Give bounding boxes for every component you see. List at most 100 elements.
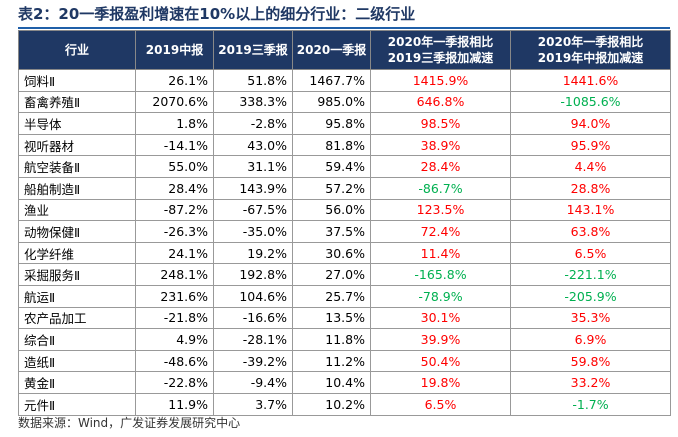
value-cell: 26.1% xyxy=(135,69,214,92)
table-row: 元件Ⅱ 11.9% 3.7% 10.2% 6.5% -1.7% xyxy=(18,392,671,416)
value-cell: -16.6% xyxy=(213,306,293,330)
value-cell: 985.0% xyxy=(292,90,371,114)
value-cell: 143.1% xyxy=(510,198,671,222)
value-cell: -21.8% xyxy=(135,306,214,330)
value-cell: -22.8% xyxy=(135,371,214,394)
industry-cell: 航空装备Ⅱ xyxy=(18,155,136,178)
value-cell: -39.2% xyxy=(213,349,293,373)
value-cell: -1085.6% xyxy=(510,90,671,114)
value-cell: 95.8% xyxy=(292,112,371,135)
column-header: 2020年一季报相比 2019年中报加减速 xyxy=(510,30,671,70)
value-cell: 3.7% xyxy=(213,392,293,416)
industry-cell: 动物保健Ⅱ xyxy=(18,220,136,243)
value-cell: 123.5% xyxy=(370,198,511,222)
value-cell: 143.9% xyxy=(213,176,293,200)
source: 数据来源：Wind，广发证券发展研究中心 xyxy=(18,416,241,430)
value-cell: 6.5% xyxy=(510,241,671,265)
value-cell: 11.4% xyxy=(370,241,511,265)
value-cell: 31.1% xyxy=(213,155,293,178)
value-cell: 39.9% xyxy=(370,328,511,351)
value-cell: 35.3% xyxy=(510,306,671,330)
value-cell: 231.6% xyxy=(135,284,214,308)
industry-cell: 航运Ⅱ xyxy=(18,284,136,308)
value-cell: 4.9% xyxy=(135,328,214,351)
table-row: 船舶制造Ⅱ 28.4% 143.9% 57.2% -86.7% 28.8% xyxy=(18,176,671,200)
value-cell: -14.1% xyxy=(135,133,214,157)
value-cell: 1415.9% xyxy=(370,69,511,92)
value-cell: -67.5% xyxy=(213,198,293,222)
value-cell: -48.6% xyxy=(135,349,214,373)
value-cell: 28.8% xyxy=(510,176,671,200)
value-cell: 51.8% xyxy=(213,69,293,92)
value-cell: 248.1% xyxy=(135,263,214,286)
value-cell: 13.5% xyxy=(292,306,371,330)
table-row: 航运Ⅱ 231.6% 104.6% 25.7% -78.9% -205.9% xyxy=(18,284,671,308)
value-cell: 19.8% xyxy=(370,371,511,394)
industry-cell: 元件Ⅱ xyxy=(18,392,136,416)
table-row: 畜禽养殖Ⅱ 2070.6% 338.3% 985.0% 646.8% -1085.6% xyxy=(18,90,671,114)
value-cell: 1467.7% xyxy=(292,69,371,92)
industry-cell: 农产品加工 xyxy=(18,306,136,330)
value-cell: 2070.6% xyxy=(135,90,214,114)
value-cell: 25.7% xyxy=(292,284,371,308)
table-row: 综合Ⅱ 4.9% -28.1% 11.8% 39.9% 6.9% xyxy=(18,328,671,351)
value-cell: 59.4% xyxy=(292,155,371,178)
value-cell: 192.8% xyxy=(213,263,293,286)
table: 行业 2019中报 2019三季报 2020一季报 2020年一季报相比 2019三季报… xyxy=(18,30,671,416)
value-cell: 38.9% xyxy=(370,133,511,157)
value-cell: 11.9% xyxy=(135,392,214,416)
table-row: 采掘服务Ⅱ 248.1% 192.8% 27.0% -165.8% -221.1% xyxy=(18,263,671,286)
value-cell: 33.2% xyxy=(510,371,671,394)
value-cell: -87.2% xyxy=(135,198,214,222)
value-cell: 24.1% xyxy=(135,241,214,265)
value-cell: 104.6% xyxy=(213,284,293,308)
value-cell: 1441.6% xyxy=(510,69,671,92)
value-cell: 30.6% xyxy=(292,241,371,265)
value-cell: 28.4% xyxy=(135,176,214,200)
value-cell: 55.0% xyxy=(135,155,214,178)
value-cell: 81.8% xyxy=(292,133,371,157)
industry-cell: 渔业 xyxy=(18,198,136,222)
value-cell: 59.8% xyxy=(510,349,671,373)
value-cell: -26.3% xyxy=(135,220,214,243)
value-cell: 43.0% xyxy=(213,133,293,157)
title: 表2：20一季报盈利增速在10%以上的细分行业：二级行业 xyxy=(18,5,416,23)
value-cell: 57.2% xyxy=(292,176,371,200)
value-cell: 11.2% xyxy=(292,349,371,373)
column-header: 2019三季报 xyxy=(213,30,293,70)
industry-cell: 饲料Ⅱ xyxy=(18,69,136,92)
value-cell: 6.9% xyxy=(510,328,671,351)
industry-cell: 视听器材 xyxy=(18,133,136,157)
value-cell: 30.1% xyxy=(370,306,511,330)
industry-cell: 造纸Ⅱ xyxy=(18,349,136,373)
column-header: 2019中报 xyxy=(135,30,214,70)
value-cell: 72.4% xyxy=(370,220,511,243)
value-cell: 94.0% xyxy=(510,112,671,135)
value-cell: 646.8% xyxy=(370,90,511,114)
table-row: 动物保健Ⅱ -26.3% -35.0% 37.5% 72.4% 63.8% xyxy=(18,220,671,243)
value-cell: -86.7% xyxy=(370,176,511,200)
industry-cell: 采掘服务Ⅱ xyxy=(18,263,136,286)
value-cell: 63.8% xyxy=(510,220,671,243)
value-cell: -35.0% xyxy=(213,220,293,243)
value-cell: 98.5% xyxy=(370,112,511,135)
value-cell: 28.4% xyxy=(370,155,511,178)
column-header: 2020一季报 xyxy=(292,30,371,70)
value-cell: 1.8% xyxy=(135,112,214,135)
value-cell: 338.3% xyxy=(213,90,293,114)
industry-cell: 化学纤维 xyxy=(18,241,136,265)
value-cell: 4.4% xyxy=(510,155,671,178)
table-body: 饲料Ⅱ 26.1% 51.8% 1467.7% 1415.9% 1441.6% 畜禽养殖Ⅱ 2… xyxy=(18,69,671,416)
table-row: 饲料Ⅱ 26.1% 51.8% 1467.7% 1415.9% 1441.6% xyxy=(18,69,671,92)
value-cell: 6.5% xyxy=(370,392,511,416)
value-cell: -78.9% xyxy=(370,284,511,308)
value-cell: -2.8% xyxy=(213,112,293,135)
value-cell: 11.8% xyxy=(292,328,371,351)
value-cell: 10.2% xyxy=(292,392,371,416)
value-cell: 56.0% xyxy=(292,198,371,222)
column-header: 行业 xyxy=(18,30,136,70)
table-row: 化学纤维 24.1% 19.2% 30.6% 11.4% 6.5% xyxy=(18,241,671,265)
value-cell: -1.7% xyxy=(510,392,671,416)
value-cell: 10.4% xyxy=(292,371,371,394)
